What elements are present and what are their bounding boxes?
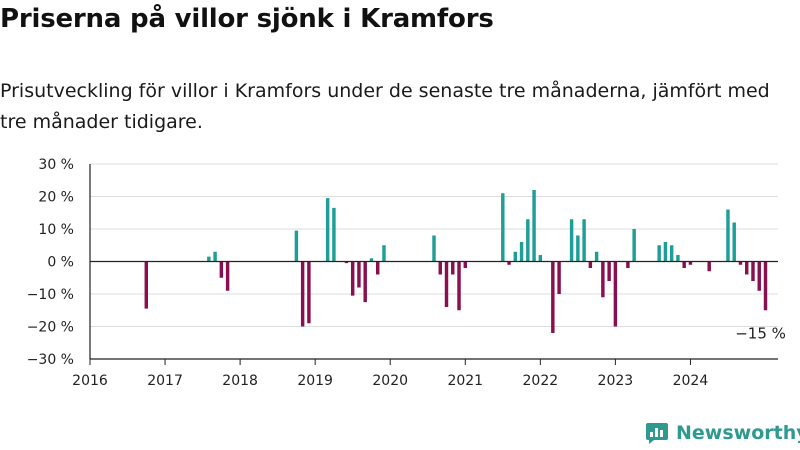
- bar: [688, 261, 693, 265]
- bar: [526, 219, 530, 262]
- bar: [144, 261, 149, 309]
- bar: [557, 261, 561, 294]
- bar: [569, 219, 574, 262]
- bar: [219, 261, 224, 278]
- bar-chart: 30 % 20 % 10 % 0 % −10 % −20 % −30 % 2016 2017 20…: [27, 157, 786, 389]
- bar: [676, 255, 680, 262]
- bar: [632, 229, 636, 262]
- bar: [438, 261, 442, 275]
- x-tick-label: 2016: [72, 373, 108, 389]
- bar: [451, 261, 455, 275]
- newsworthy-logo-icon: [646, 423, 668, 444]
- bar: [375, 261, 380, 275]
- x-tick-label: 2017: [147, 373, 183, 389]
- bar: [501, 193, 505, 262]
- bar: [657, 245, 661, 262]
- bar: [513, 251, 518, 262]
- axes: [89, 164, 778, 365]
- bar: [626, 261, 630, 268]
- y-tick-label: −30 %: [27, 352, 74, 368]
- bar: [745, 261, 749, 275]
- bar: [551, 261, 555, 333]
- x-tick-label: 2020: [372, 373, 408, 389]
- bars: [144, 190, 768, 333]
- x-tick-label: 2018: [222, 373, 258, 389]
- bar: [732, 222, 736, 262]
- x-tick-label: 2022: [523, 373, 559, 389]
- bar: [576, 235, 580, 262]
- bar: [307, 261, 311, 324]
- y-tick-label: 30 %: [38, 157, 74, 173]
- bar: [763, 261, 768, 311]
- bar: [332, 207, 336, 262]
- brand-name: Newsworthy: [676, 422, 800, 444]
- bar: [225, 261, 230, 291]
- bar: [726, 209, 730, 262]
- bar: [738, 261, 743, 265]
- bar: [538, 255, 543, 262]
- bar: [613, 261, 618, 327]
- x-tick-label: 2024: [673, 373, 709, 389]
- bar: [507, 261, 511, 265]
- bar: [588, 261, 593, 268]
- bar: [757, 261, 761, 291]
- chart-subtitle: Prisutveckling för villor i Kramfors und…: [0, 80, 770, 133]
- y-tick-label: 10 %: [38, 222, 74, 238]
- newsworthy-brand: Newsworthy: [645, 420, 800, 446]
- y-tick-label: 20 %: [38, 190, 74, 206]
- bar: [350, 261, 355, 296]
- chart-title: Priserna på villor sjönk i Kramfors: [0, 4, 494, 34]
- bar: [432, 235, 436, 262]
- bar: [363, 261, 367, 303]
- bar: [457, 261, 461, 311]
- latest-value-annotation: −15 %: [735, 324, 786, 342]
- x-tick-label: 2021: [447, 373, 483, 389]
- bar: [682, 261, 686, 268]
- x-tick-label: 2019: [297, 373, 333, 389]
- bar: [444, 261, 449, 307]
- bar: [463, 261, 467, 268]
- bar: [707, 261, 711, 272]
- bar: [582, 219, 586, 262]
- bar: [751, 261, 755, 281]
- tick-labels: 30 % 20 % 10 % 0 % −10 % −20 % −30 % 2016 2017 20…: [27, 157, 786, 389]
- bar: [519, 242, 524, 262]
- bar: [300, 261, 305, 327]
- y-tick-label: 0 %: [47, 255, 74, 271]
- bar: [213, 251, 217, 262]
- bar: [601, 261, 605, 298]
- bar: [325, 198, 330, 262]
- bar: [669, 245, 674, 262]
- bar: [532, 190, 536, 262]
- x-tick-label: 2023: [598, 373, 634, 389]
- y-tick-label: −10 %: [27, 287, 74, 303]
- bar: [607, 261, 611, 281]
- bar: [294, 230, 299, 262]
- bar: [369, 258, 374, 262]
- bar: [382, 245, 386, 262]
- bar: [207, 256, 211, 262]
- bar: [344, 261, 349, 264]
- bar: [663, 242, 668, 262]
- bar: [357, 261, 361, 288]
- bar: [594, 251, 599, 262]
- y-tick-label: −20 %: [27, 320, 74, 336]
